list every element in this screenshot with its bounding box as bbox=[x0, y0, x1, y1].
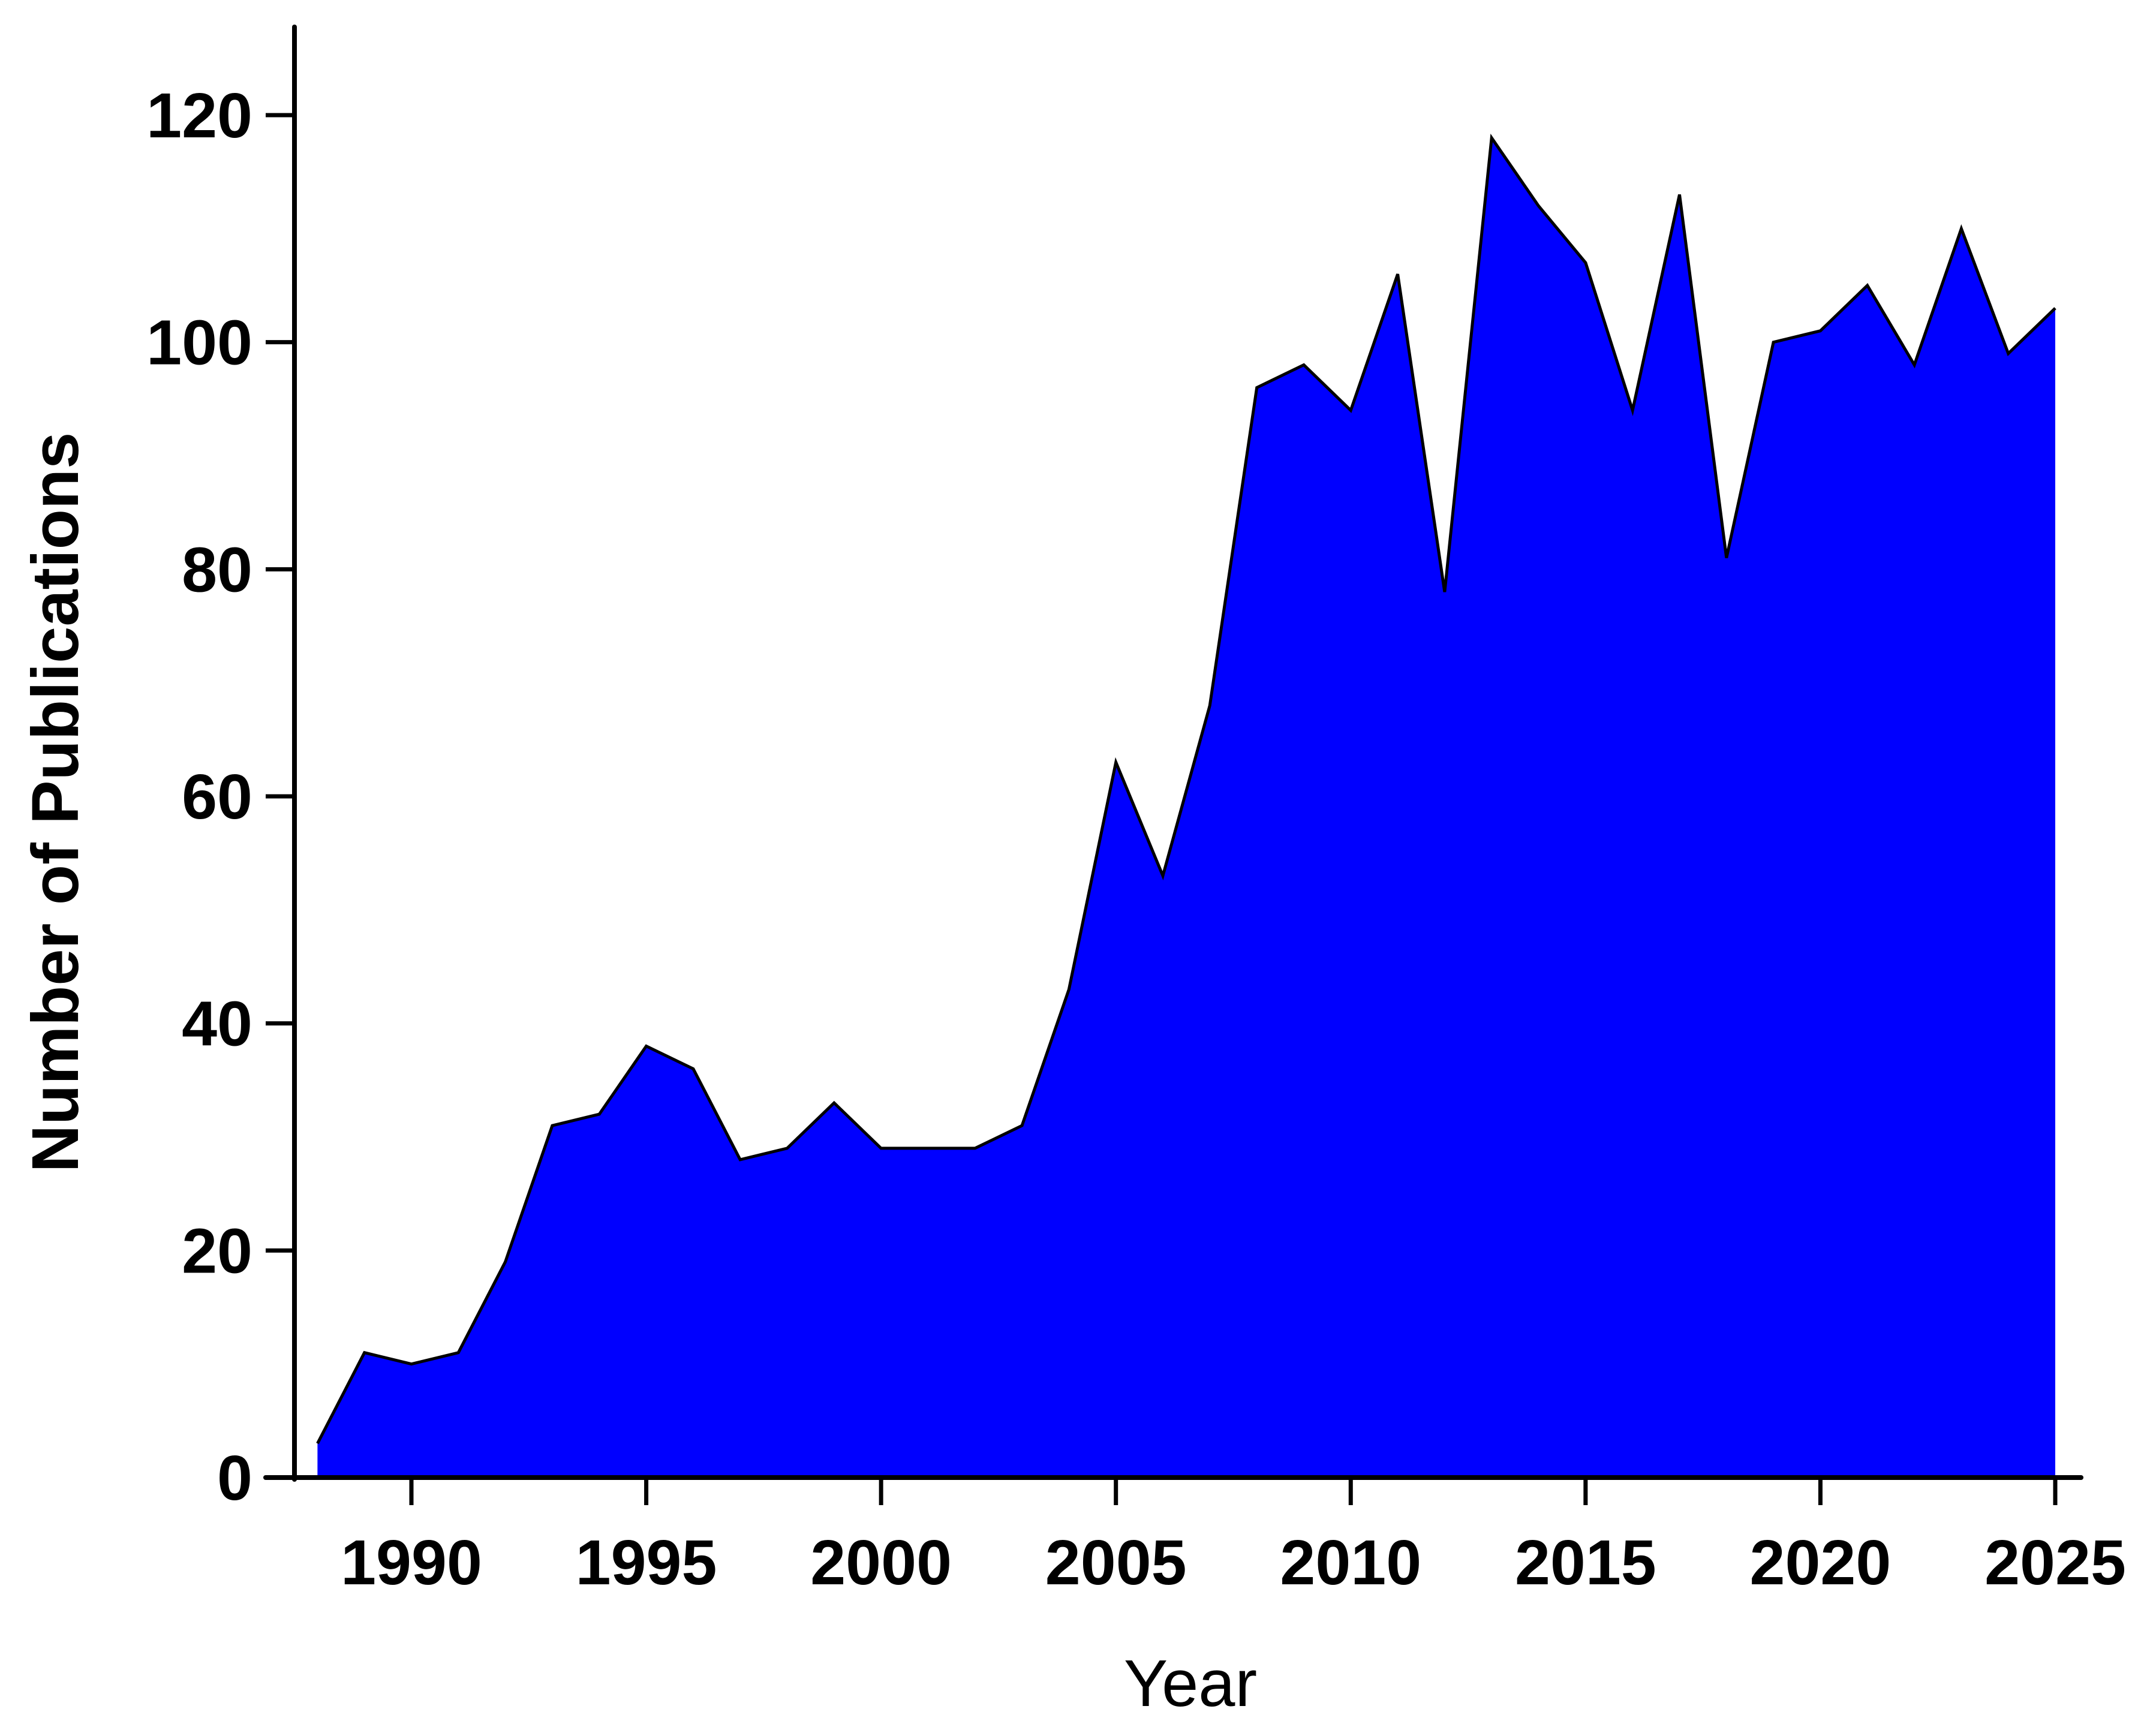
y-tick-label-60: 60 bbox=[182, 762, 252, 832]
x-tick-label-2020: 2020 bbox=[1750, 1527, 1892, 1598]
y-tick-label-120: 120 bbox=[146, 80, 252, 151]
x-tick-label-2000: 2000 bbox=[810, 1527, 952, 1598]
x-tick-label-1995: 1995 bbox=[576, 1527, 717, 1598]
publications-series-line bbox=[316, 133, 2056, 1445]
x-tick-label-1990: 1990 bbox=[341, 1527, 482, 1598]
x-tick-label-2015: 2015 bbox=[1515, 1527, 1656, 1598]
y-tick-label-0: 0 bbox=[217, 1443, 252, 1514]
y-tick-label-100: 100 bbox=[146, 308, 252, 378]
y-axis-title: Number of Publications bbox=[19, 432, 92, 1173]
y-tick-label-80: 80 bbox=[182, 534, 252, 605]
tick-labels: 0 20 40 60 80 100 120 1990 1995 2000 2005 2010 2015 2… bbox=[146, 80, 2126, 1598]
x-tick-label-2005: 2005 bbox=[1045, 1527, 1187, 1598]
x-tick-label-2010: 2010 bbox=[1280, 1527, 1421, 1598]
axes bbox=[263, 25, 2083, 1505]
y-tick-label-20: 20 bbox=[182, 1215, 252, 1286]
x-tick-label-2025: 2025 bbox=[1984, 1527, 2126, 1598]
publications-area-fill bbox=[317, 137, 2056, 1478]
plot-area bbox=[316, 133, 2056, 1478]
y-tick-label-40: 40 bbox=[182, 989, 252, 1060]
x-axis-title: Year bbox=[1124, 1647, 1257, 1720]
